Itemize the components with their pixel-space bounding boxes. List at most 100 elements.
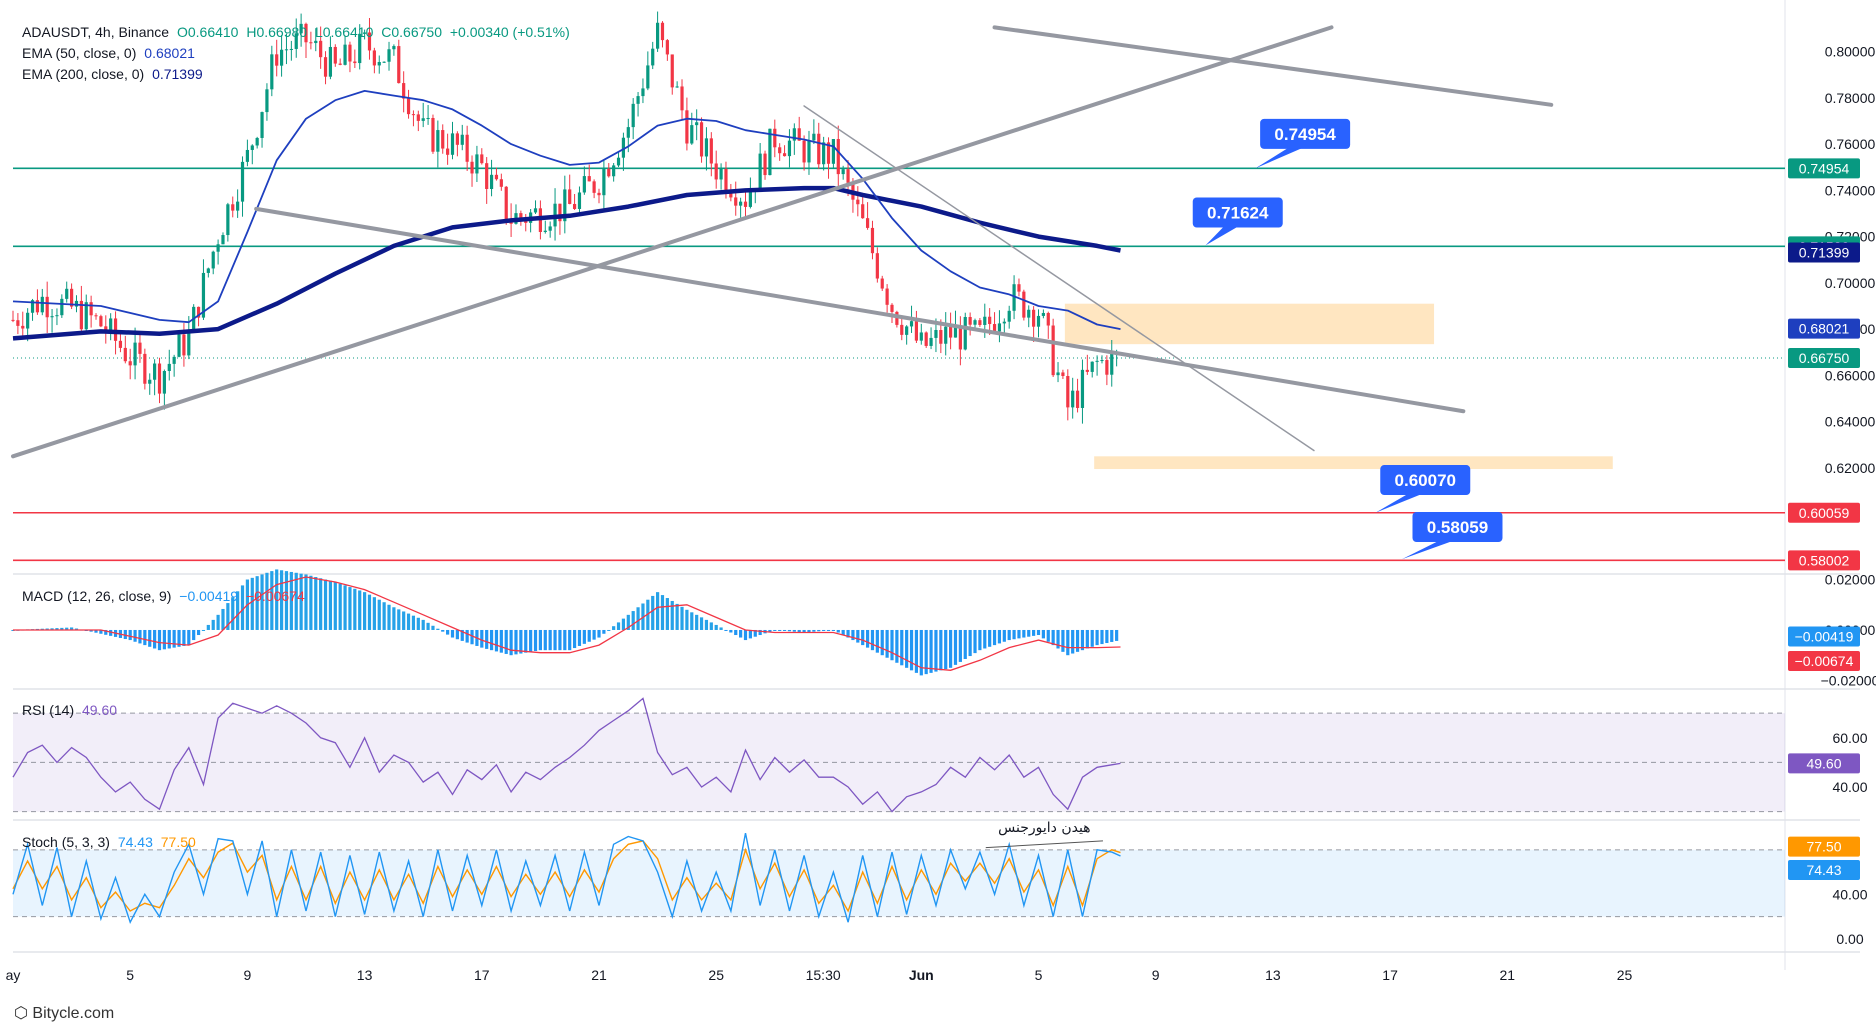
macd-bar: [1110, 629, 1114, 642]
macd-bar: [997, 629, 1002, 644]
macd-bar: [680, 606, 684, 630]
candle-body: [646, 65, 650, 89]
macd-bar: [748, 629, 752, 639]
time-tick-7: 15:30: [806, 967, 841, 983]
macd-bar: [949, 629, 953, 668]
candle-body: [187, 330, 191, 356]
stoch-legend: Stoch (5, 3, 3) 74.43 77.50: [22, 832, 200, 852]
candle-body: [670, 54, 674, 88]
candle-body: [905, 326, 909, 335]
macd-bar: [489, 629, 494, 651]
macd-bar: [1100, 629, 1104, 645]
macd-bar: [695, 614, 699, 630]
candle-body: [333, 46, 337, 64]
macd-bar: [392, 607, 396, 630]
candle-body: [421, 118, 425, 121]
macd-bar: [284, 571, 289, 630]
candle-body: [480, 154, 484, 164]
ema50-legend: EMA (50, close, 0) 0.68021: [22, 43, 199, 63]
macd-bar: [99, 629, 103, 634]
candle-body: [353, 61, 357, 64]
stoch-tick-1: 0.00: [1836, 931, 1863, 947]
candle-body: [1061, 372, 1065, 376]
time-tick-14: 25: [1617, 967, 1633, 983]
macd-bar: [656, 592, 660, 630]
ema50-badge-bg: [1788, 318, 1860, 339]
macd-bar: [167, 629, 171, 649]
stoch-d-badge: 77.50: [1806, 839, 1841, 855]
macd-bar: [221, 608, 225, 630]
candle-body: [748, 191, 752, 207]
macd-label: MACD (12, 26, close, 9): [22, 588, 172, 604]
candle-body: [929, 337, 933, 346]
macd-bar: [572, 629, 577, 649]
macd-legend: MACD (12, 26, close, 9) −0.00419 −0.0067…: [22, 586, 309, 606]
candle-body: [963, 317, 967, 350]
macd-bar: [929, 629, 933, 673]
price-tick-5: 0.70000: [1825, 275, 1876, 291]
candle-body: [1027, 309, 1031, 318]
candle-body: [314, 40, 318, 44]
ema200-legend: EMA (200, close, 0) 0.71399: [22, 64, 207, 84]
level-badge-0-bg: [1788, 158, 1860, 179]
candle-body: [616, 157, 621, 166]
macd-bar: [260, 574, 264, 630]
stoch-d-badge-bg: [1788, 836, 1860, 857]
macd-bar: [177, 629, 181, 647]
candle-body: [294, 33, 298, 49]
ema200-badge-bg: [1788, 242, 1860, 263]
candle-body: [226, 204, 230, 236]
callout-pointer-2: [1375, 489, 1435, 513]
candle-body: [1095, 360, 1099, 362]
macd-bar: [333, 582, 337, 630]
macd-bar: [421, 619, 425, 630]
price-tick-1: 0.78000: [1825, 90, 1876, 106]
price-tick-9: 0.62000: [1825, 460, 1876, 476]
rsi-tick-0: 60.00: [1832, 730, 1867, 746]
brand-name: Bitycle.com: [32, 1005, 115, 1022]
candle-body: [367, 32, 372, 51]
macd-bar: [236, 591, 240, 630]
macd-bar: [851, 629, 855, 641]
macd-bar: [846, 629, 850, 638]
macd-bar: [514, 629, 518, 655]
candle-body: [958, 326, 962, 350]
stoch-k-badge-bg: [1788, 860, 1860, 881]
macd-bar: [431, 625, 435, 630]
candle-body: [856, 199, 860, 205]
macd-bar: [382, 602, 386, 630]
macd-bar: [1090, 629, 1094, 647]
macd-bar: [289, 571, 293, 630]
macd-bar: [543, 629, 547, 651]
time-tick-0: ay: [6, 967, 21, 983]
candle-body: [685, 110, 689, 144]
callout-label-3: 0.58059: [1427, 518, 1488, 537]
candle-body: [714, 163, 718, 180]
macd-bar: [104, 629, 108, 635]
candle-body: [885, 288, 889, 305]
macd-bar: [675, 603, 679, 630]
candle-body: [1041, 312, 1045, 316]
candle-body: [846, 169, 850, 183]
macd-bar: [402, 611, 406, 630]
macd-bar: [709, 622, 713, 630]
macd-bar: [367, 594, 372, 630]
macd-bar: [1056, 629, 1060, 649]
time-tick-3: 13: [357, 967, 373, 983]
candle-body: [372, 50, 376, 66]
callout-box-0: [1260, 118, 1351, 149]
candle-body: [841, 169, 845, 175]
macd-bar: [861, 629, 865, 646]
candle-body: [953, 326, 958, 338]
macd-bar: [524, 629, 528, 653]
macd-bar: [1032, 629, 1036, 636]
rsi-label: RSI (14): [22, 702, 75, 718]
macd-bar: [328, 580, 333, 630]
candle-body: [558, 203, 562, 222]
candle-body: [582, 176, 586, 193]
candle-body: [1036, 315, 1041, 327]
trendline-2: [254, 206, 1466, 414]
rsi-legend: RSI (14) 49.60: [22, 700, 121, 720]
macd-bar: [553, 629, 557, 651]
